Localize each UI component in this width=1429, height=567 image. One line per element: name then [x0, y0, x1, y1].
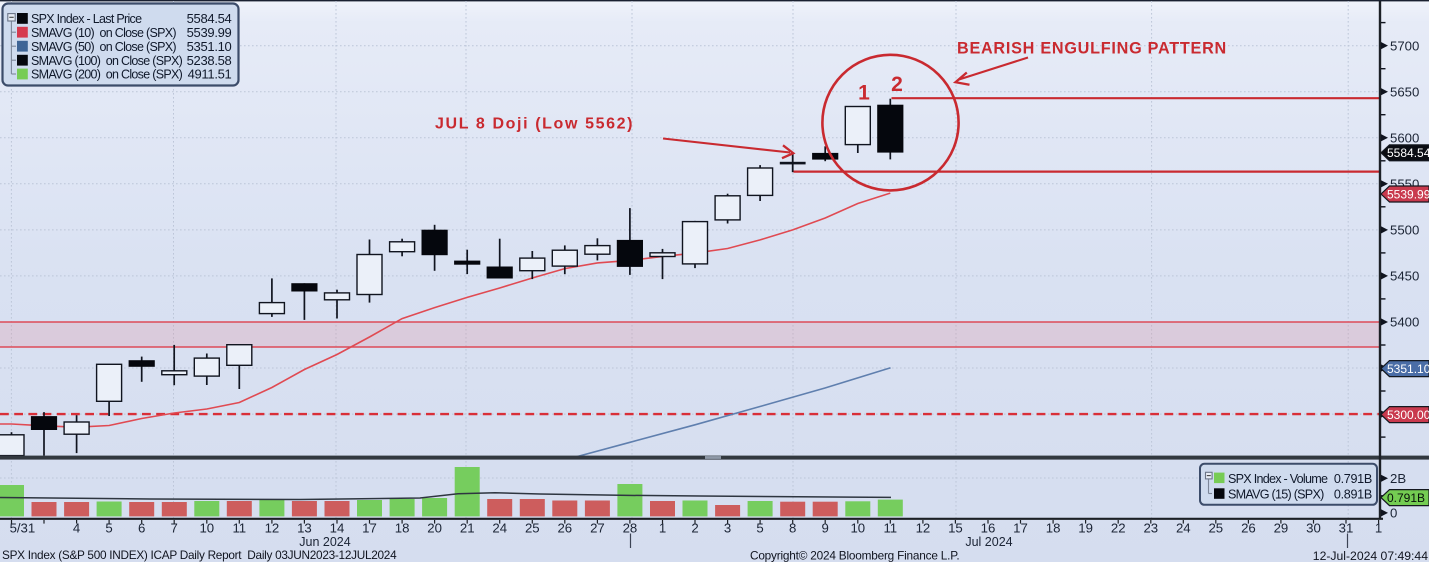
- svg-text:1: 1: [858, 82, 870, 105]
- svg-text:13: 13: [297, 521, 312, 536]
- svg-text:11: 11: [883, 521, 897, 536]
- svg-text:17: 17: [1013, 521, 1028, 536]
- svg-text:0.791B: 0.791B: [1334, 472, 1372, 486]
- svg-text:24: 24: [492, 521, 507, 536]
- svg-text:15: 15: [948, 521, 963, 536]
- svg-text:5584.54: 5584.54: [187, 11, 232, 26]
- svg-text:5700: 5700: [1390, 38, 1419, 53]
- svg-text:20: 20: [427, 521, 442, 536]
- svg-text:0.791B: 0.791B: [1387, 491, 1425, 505]
- svg-text:24: 24: [1176, 521, 1191, 536]
- svg-text:18: 18: [1046, 521, 1061, 536]
- svg-text:5600: 5600: [1390, 130, 1419, 145]
- svg-text:5238.58: 5238.58: [187, 53, 232, 68]
- svg-text:SMAVG (100) on Close (SPX): SMAVG (100) on Close (SPX): [31, 54, 183, 68]
- svg-text:4911.51: 4911.51: [188, 67, 232, 82]
- svg-text:9: 9: [822, 521, 829, 536]
- svg-text:18: 18: [395, 521, 410, 536]
- svg-text:5650: 5650: [1390, 84, 1419, 99]
- svg-text:4: 4: [73, 521, 80, 536]
- svg-text:5351.10: 5351.10: [187, 39, 232, 54]
- svg-text:Copyright© 2024 Bloomberg Fina: Copyright© 2024 Bloomberg Finance L.P.: [750, 549, 959, 563]
- svg-text:SPX Index - Volume: SPX Index - Volume: [1228, 472, 1328, 486]
- svg-text:12: 12: [916, 521, 931, 536]
- svg-text:16: 16: [981, 521, 996, 536]
- svg-text:29: 29: [1274, 521, 1289, 536]
- svg-text:21: 21: [460, 521, 475, 536]
- svg-text:SPX Index (S&P 500 INDEX) ICAP: SPX Index (S&P 500 INDEX) ICAP Daily Rep…: [2, 548, 397, 562]
- svg-text:11: 11: [232, 521, 246, 536]
- svg-text:8: 8: [789, 521, 796, 536]
- svg-text:28: 28: [623, 521, 638, 536]
- svg-text:10: 10: [850, 521, 865, 536]
- svg-text:5: 5: [105, 521, 112, 536]
- svg-text:3: 3: [724, 521, 731, 536]
- svg-text:JUL 8 Doji (Low 5562): JUL 8 Doji (Low 5562): [435, 116, 634, 133]
- svg-text:SMAVG (200) on Close (SPX): SMAVG (200) on Close (SPX): [31, 68, 183, 82]
- svg-text:26: 26: [1241, 521, 1256, 536]
- svg-text:Jul 2024: Jul 2024: [965, 535, 1012, 549]
- svg-text:5400: 5400: [1390, 315, 1419, 330]
- svg-text:SMAVG (10) on Close (SPX): SMAVG (10) on Close (SPX): [31, 26, 176, 40]
- svg-text:6: 6: [138, 521, 145, 536]
- svg-text:19: 19: [1078, 521, 1093, 536]
- svg-text:25: 25: [1208, 521, 1223, 536]
- svg-text:5300.00: 5300.00: [1387, 408, 1429, 422]
- svg-text:26: 26: [557, 521, 572, 536]
- svg-text:2B: 2B: [1390, 471, 1406, 486]
- svg-text:1: 1: [1375, 521, 1382, 536]
- svg-text:30: 30: [1306, 521, 1321, 536]
- svg-text:0.891B: 0.891B: [1334, 488, 1372, 502]
- svg-text:22: 22: [1111, 521, 1126, 536]
- svg-text:5500: 5500: [1390, 223, 1419, 238]
- svg-text:7: 7: [171, 521, 178, 536]
- svg-text:SMAVG (50) on Close (SPX): SMAVG (50) on Close (SPX): [31, 40, 176, 54]
- svg-text:27: 27: [590, 521, 605, 536]
- svg-text:BEARISH ENGULFING PATTERN: BEARISH ENGULFING PATTERN: [957, 40, 1227, 58]
- svg-text:17: 17: [362, 521, 377, 536]
- svg-text:14: 14: [330, 521, 345, 536]
- svg-text:5539.99: 5539.99: [187, 25, 232, 40]
- svg-text:12: 12: [265, 521, 280, 536]
- svg-text:5/31: 5/31: [10, 521, 36, 536]
- svg-text:25: 25: [525, 521, 540, 536]
- svg-text:5450: 5450: [1390, 269, 1419, 284]
- svg-text:2: 2: [891, 73, 903, 96]
- svg-text:0: 0: [1390, 506, 1397, 521]
- svg-text:5584.54: 5584.54: [1387, 146, 1429, 160]
- svg-text:23: 23: [1143, 521, 1158, 536]
- svg-text:SPX Index - Last Price: SPX Index - Last Price: [31, 12, 142, 26]
- svg-text:5: 5: [756, 521, 763, 536]
- svg-text:1: 1: [659, 521, 666, 536]
- svg-text:SMAVG (15) (SPX): SMAVG (15) (SPX): [1228, 488, 1324, 502]
- svg-text:Jun 2024: Jun 2024: [299, 535, 350, 549]
- svg-text:2: 2: [691, 521, 698, 536]
- svg-text:5539.99: 5539.99: [1387, 187, 1429, 201]
- svg-text:31: 31: [1339, 521, 1354, 536]
- svg-text:10: 10: [199, 521, 214, 536]
- svg-text:12-Jul-2024 07:49:44: 12-Jul-2024 07:49:44: [1313, 549, 1428, 562]
- svg-text:5351.10: 5351.10: [1387, 362, 1429, 376]
